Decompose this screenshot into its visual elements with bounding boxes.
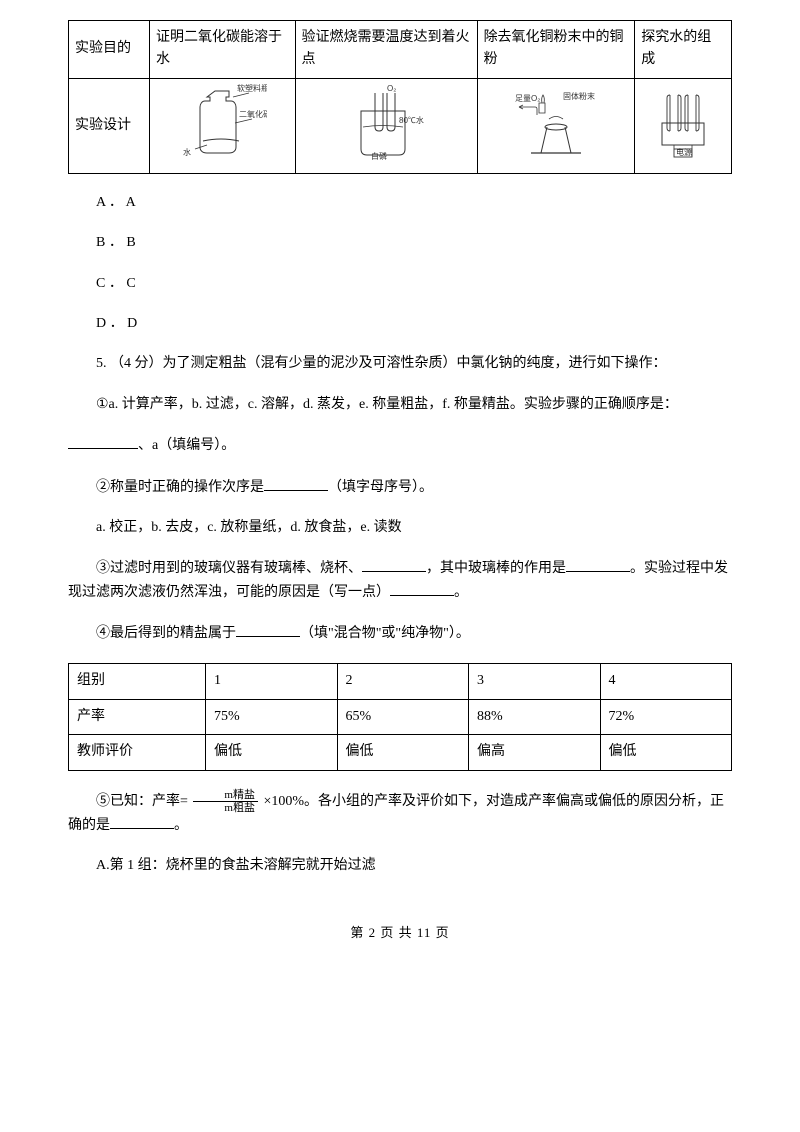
blank xyxy=(110,814,174,829)
beaker-tube-diagram-icon: O₂ 80℃水 白磷 xyxy=(341,83,431,161)
text: ④最后得到的精盐属于 xyxy=(96,626,236,641)
cell: 88% xyxy=(469,699,601,734)
label: 二氧化碳 xyxy=(239,109,267,119)
page-footer: 第 2 页 共 11 页 xyxy=(68,923,732,944)
blank xyxy=(362,557,426,572)
blank xyxy=(68,434,138,449)
row-header-purpose: 实验目的 xyxy=(69,21,150,79)
q5-stem: 5. （4 分）为了测定粗盐（混有少量的泥沙及可溶性杂质）中氯化钠的纯度，进行如… xyxy=(68,353,732,375)
numerator: m精盐 xyxy=(193,789,258,802)
header-cell: 4 xyxy=(600,664,732,699)
table-row: 实验目的 证明二氧化碳能溶于水 验证燃烧需要温度达到着火点 除去氧化铜粉末中的铜… xyxy=(69,21,732,79)
heating-stand-diagram-icon: 足量O₂ 固体粉末 xyxy=(511,83,601,161)
denominator: m粗盐 xyxy=(193,802,258,814)
header-cell: 3 xyxy=(469,664,601,699)
purpose-cell: 除去氧化铜粉末中的铜粉 xyxy=(477,21,635,79)
q5-p7: A.第 1 组：烧杯里的食盐未溶解完就开始过滤 xyxy=(68,855,732,877)
cell: 72% xyxy=(600,699,732,734)
text: （填"混合物"或"纯净物"）。 xyxy=(300,626,470,641)
q5-p5: ④最后得到的精盐属于 （填"混合物"或"纯净物"）。 xyxy=(68,622,732,645)
cell: 75% xyxy=(206,699,338,734)
yield-table: 组别 1 2 3 4 产率 75% 65% 88% 72% 教师评价 偏低 偏低… xyxy=(68,663,732,770)
table-row: 教师评价 偏低 偏低 偏高 偏低 xyxy=(69,735,732,770)
label: 80℃水 xyxy=(399,115,424,125)
label: 白磷 xyxy=(371,151,387,161)
blank xyxy=(566,557,630,572)
q5-p3: a. 校正，b. 去皮，c. 放称量纸，d. 放食盐，e. 读数 xyxy=(68,517,732,539)
header-cell: 2 xyxy=(337,664,469,699)
text: ①a. 计算产率，b. 过滤，c. 溶解，d. 蒸发，e. 称量粗盐，f. 称量… xyxy=(96,397,678,412)
bottle-diagram-icon: 软塑料瓶 二氧化碳 水 xyxy=(177,83,267,161)
cell: 产率 xyxy=(69,699,206,734)
blank xyxy=(264,476,328,491)
table-row: 组别 1 2 3 4 xyxy=(69,664,732,699)
text: 。 xyxy=(174,818,188,833)
purpose-cell: 验证燃烧需要温度达到着火点 xyxy=(295,21,477,79)
diagram-cell: 软塑料瓶 二氧化碳 水 xyxy=(150,78,296,173)
label: 电源 xyxy=(676,147,692,157)
table-row: 产率 75% 65% 88% 72% xyxy=(69,699,732,734)
diagram-cell: 足量O₂ 固体粉末 xyxy=(477,78,635,173)
cell: 偏低 xyxy=(206,735,338,770)
text: 。 xyxy=(454,585,468,600)
q5-p1: ①a. 计算产率，b. 过滤，c. 溶解，d. 蒸发，e. 称量粗盐，f. 称量… xyxy=(68,394,732,416)
purpose-cell: 证明二氧化碳能溶于水 xyxy=(150,21,296,79)
label: 固体粉末 xyxy=(563,91,595,101)
q5-p4: ③过滤时用到的玻璃仪器有玻璃棒、烧杯、，其中玻璃棒的作用是。实验过程中发现过滤两… xyxy=(68,557,732,604)
cell: 偏低 xyxy=(600,735,732,770)
q5-p1-cont: 、a（填编号）。 xyxy=(68,434,732,457)
header-cell: 组别 xyxy=(69,664,206,699)
q5-p6: ⑤已知：产率= m精盐 m粗盐 ×100%。各小组的产率及评价如下，对造成产率偏… xyxy=(68,789,732,838)
cell: 偏高 xyxy=(469,735,601,770)
option-d: D ． D xyxy=(68,313,732,335)
diagram-cell: O₂ 80℃水 白磷 xyxy=(295,78,477,173)
electrolysis-diagram-icon: 电源 xyxy=(638,83,728,161)
cell: 65% xyxy=(337,699,469,734)
text: ②称量时正确的操作次序是 xyxy=(96,480,264,495)
label: 水 xyxy=(183,147,191,157)
text: 、a（填编号）。 xyxy=(138,438,235,453)
purpose-cell: 探究水的组成 xyxy=(635,21,732,79)
option-c: C ． C xyxy=(68,273,732,295)
cell: 教师评价 xyxy=(69,735,206,770)
text: （填字母序号）。 xyxy=(328,480,433,495)
label: 足量O₂ xyxy=(515,94,540,103)
experiment-table: 实验目的 证明二氧化碳能溶于水 验证燃烧需要温度达到着火点 除去氧化铜粉末中的铜… xyxy=(68,20,732,174)
text: ⑤已知：产率= xyxy=(96,793,188,808)
option-b: B ． B xyxy=(68,232,732,254)
text: ③过滤时用到的玻璃仪器有玻璃棒、烧杯、 xyxy=(96,561,362,576)
option-a: A ． A xyxy=(68,192,732,214)
table-row: 实验设计 软塑料瓶 二氧化碳 水 xyxy=(69,78,732,173)
text: ，其中玻璃棒的作用是 xyxy=(426,561,566,576)
fraction-icon: m精盐 m粗盐 xyxy=(193,789,258,814)
blank xyxy=(390,581,454,596)
label: O₂ xyxy=(387,84,396,93)
q5-p2: ②称量时正确的操作次序是 （填字母序号）。 xyxy=(68,476,732,499)
diagram-cell: 电源 xyxy=(635,78,732,173)
cell: 偏低 xyxy=(337,735,469,770)
label: 软塑料瓶 xyxy=(237,83,267,93)
blank xyxy=(236,622,300,637)
header-cell: 1 xyxy=(206,664,338,699)
row-header-design: 实验设计 xyxy=(69,78,150,173)
